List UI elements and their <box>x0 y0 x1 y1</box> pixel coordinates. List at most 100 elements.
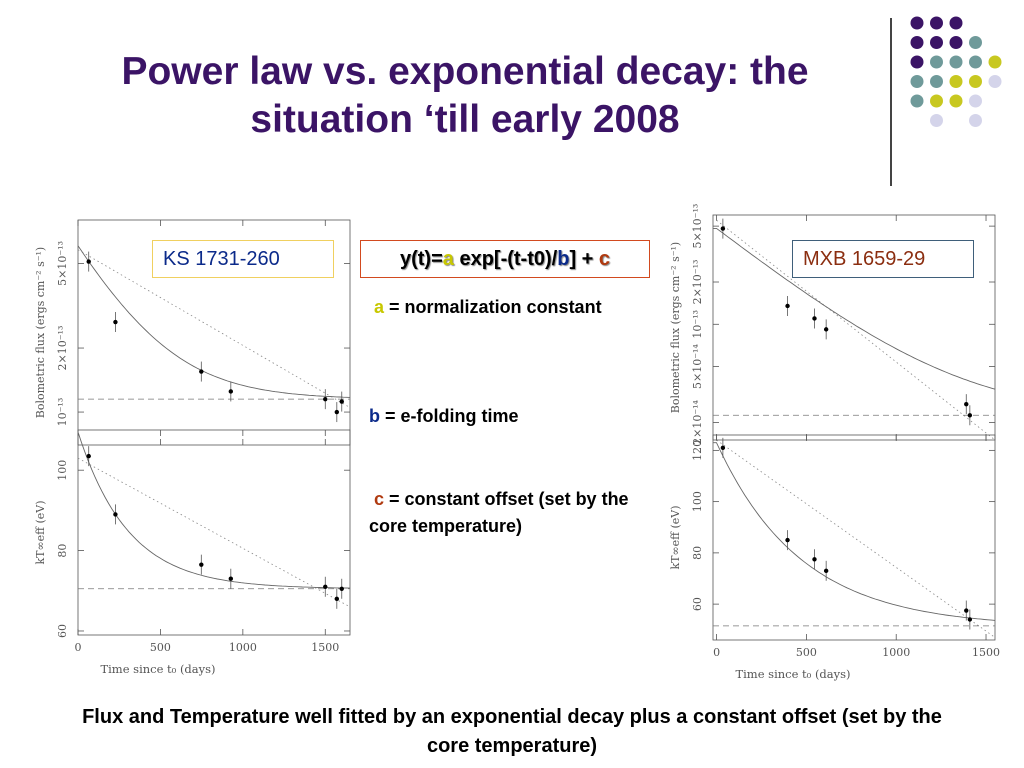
decorative-dot <box>969 36 982 49</box>
mxb-temp-data-point <box>967 617 973 622</box>
decorative-dot <box>930 16 943 30</box>
definition-c-text: = constant offset (set by the core tempe… <box>369 489 629 536</box>
ks-flux-exp-fit-curve <box>77 245 351 398</box>
mxb-temp-xlabel: Time since t₀ (days) <box>735 667 850 681</box>
mxb-temp-frame <box>712 434 996 641</box>
ks-temp-xtick-label: 1000 <box>229 641 257 654</box>
mxb-temp-ytick-label: 60 <box>691 597 704 611</box>
mxb-flux-frame <box>712 214 996 441</box>
definition-c: c = constant offset (set by the core tem… <box>369 486 629 540</box>
mxb-flux-data-point <box>964 401 969 407</box>
definition-a-text: = normalization constant <box>384 297 602 317</box>
decorative-dot <box>988 55 1002 69</box>
ks-flux-data-point <box>323 396 328 402</box>
mxb-flux-data-point <box>785 303 790 309</box>
ks-flux-frame <box>77 219 351 446</box>
ks-temp-data-point <box>339 586 344 591</box>
ks-temp-ytick-label: 100 <box>56 460 69 481</box>
mxb-temp-xtick-label: 500 <box>796 646 817 659</box>
mxb-flux-ylabel: Bolometric flux (ergs cm⁻² s⁻¹) <box>669 242 682 413</box>
decorative-dot <box>910 75 924 88</box>
formula-b: b <box>557 248 570 270</box>
title-divider-line <box>890 18 892 186</box>
mxb-flux-data-point <box>720 226 726 231</box>
ks-temp-ytick-label: 60 <box>56 624 69 638</box>
ks-temp-power-law-fit <box>77 457 351 608</box>
mxb-flux-data-point <box>823 327 829 332</box>
mxb-temp-exp-fit-curve <box>713 442 996 621</box>
formula-c: c <box>598 248 611 270</box>
mxb-temp-data-point <box>720 445 726 451</box>
decorative-dot <box>949 94 963 108</box>
ks-temp-data-point <box>86 453 91 459</box>
mxb-temp-data-point <box>823 568 829 574</box>
ks-temp-xtick-label: 0 <box>75 641 82 654</box>
ks-flux-data-point <box>113 319 118 325</box>
ks-temp-ytick-label: 80 <box>56 544 69 558</box>
mxb-temp-ytick-label: 80 <box>691 546 704 560</box>
decorative-dot <box>910 94 924 108</box>
definition-b-text: = e-folding time <box>380 406 519 426</box>
mxb-temp-xtick-label: 0 <box>713 646 720 659</box>
mxb-temp-data-point <box>785 537 790 543</box>
ks-temp-data-point <box>113 512 118 517</box>
mxb-temp-ylabel: kT∞eff (eV) <box>669 505 682 569</box>
decorative-dot <box>969 114 982 127</box>
mxb-flux-ytick-label: 2×10⁻¹⁴ <box>691 399 704 444</box>
mxb-temp-panel: 60 80 100 120 0 500 1000 1500 kT∞eff (eV) Time si… <box>669 434 1000 681</box>
definition-a: a = normalization constant <box>369 294 629 321</box>
mxb-flux-data-point <box>967 413 973 418</box>
ks-chart: 10⁻¹³ 2×10⁻¹³ 5×10⁻¹³ Bolometric flux (ergs… <box>34 219 351 676</box>
ks-temp-xlabel: Time since t₀ (days) <box>100 662 215 676</box>
formula-after-b: ] + <box>569 248 599 270</box>
decorative-dot <box>910 16 924 30</box>
decorative-dot <box>910 55 924 69</box>
slide-caption: Flux and Temperature well fitted by an e… <box>82 706 942 757</box>
mxb-temp-ytick-label: 100 <box>691 491 704 512</box>
ks-flux-data-point <box>339 399 344 404</box>
mxb-temp-xtick-label: 1000 <box>882 646 910 659</box>
ks-flux-ytick-label: 5×10⁻¹³ <box>56 241 69 286</box>
mxb-temp-data-point <box>964 608 969 613</box>
decorative-dot-grid <box>910 16 1002 127</box>
decorative-dot <box>949 36 963 49</box>
ks-flux-data-point <box>334 409 340 415</box>
decorative-dot <box>969 55 982 69</box>
definition-b: b = e-folding time <box>369 403 629 430</box>
ks-temp-frame <box>77 429 351 636</box>
mxb-temp-data-point <box>812 557 817 562</box>
mxb-temp-ytick-label: 120 <box>691 440 704 461</box>
mxb-flux-ytick-label: 5×10⁻¹⁴ <box>691 344 704 389</box>
decorative-dot <box>949 55 963 69</box>
ks-flux-panel: 10⁻¹³ 2×10⁻¹³ 5×10⁻¹³ Bolometric flux (ergs… <box>34 219 351 446</box>
mxb-temp-power-law-fit <box>716 439 996 638</box>
mxb-flux-ytick-label: 10⁻¹³ <box>691 310 704 339</box>
decorative-dot <box>949 75 963 88</box>
ks-temp-ylabel: kT∞eff (eV) <box>34 500 47 564</box>
ks-flux-ylabel: Bolometric flux (ergs cm⁻² s⁻¹) <box>34 247 47 418</box>
mxb-flux-data-point <box>812 316 817 321</box>
mxb-flux-ytick-label: 5×10⁻¹³ <box>691 204 704 249</box>
mxb-flux-power-law-fit <box>716 219 996 441</box>
ks-temp-data-point <box>323 584 328 589</box>
ks-flux-ytick-label: 2×10⁻¹³ <box>56 326 69 371</box>
decorative-dot <box>930 94 943 108</box>
decorative-dot <box>930 114 943 127</box>
formula-box: y(t)=a exp[-(t-t0)/b] + c <box>360 240 650 278</box>
ks-temp-data-point <box>199 562 204 567</box>
ks-temp-data-point <box>334 596 340 602</box>
decorative-dot <box>930 55 943 69</box>
decorative-dot <box>988 75 1002 88</box>
ks-temp-data-point <box>228 576 234 581</box>
decorative-dot <box>969 94 982 108</box>
mxb-temp-xtick-label: 1500 <box>972 646 1000 659</box>
ks-flux-data-point <box>86 259 91 264</box>
ks-flux-data-point <box>199 369 204 374</box>
ks-temp-xtick-label: 500 <box>150 641 171 654</box>
definition-b-symbol: b <box>369 406 380 426</box>
mxb-flux-panel: 2×10⁻¹⁴ 5×10⁻¹⁴ 10⁻¹³ 2×10⁻¹³ 5×10⁻¹³ Bolomet… <box>669 204 996 445</box>
mxb-flux-ytick-label: 2×10⁻¹³ <box>691 260 704 305</box>
decorative-dot <box>930 75 943 88</box>
slide-title: Power law vs. exponential decay: the sit… <box>121 50 809 141</box>
